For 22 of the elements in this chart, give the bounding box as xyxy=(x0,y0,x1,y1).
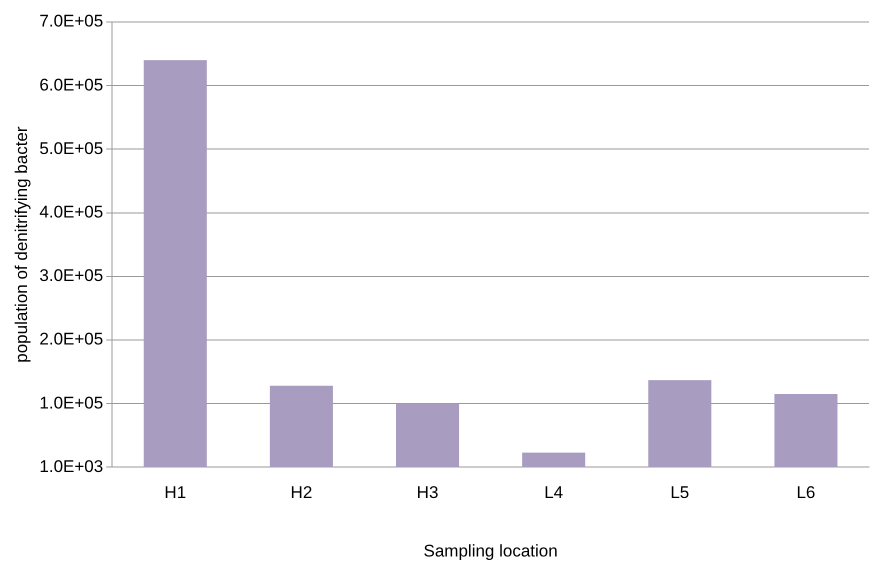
x-tick-label: L6 xyxy=(796,483,816,502)
bar xyxy=(648,380,712,468)
x-tick-label: L4 xyxy=(544,483,564,502)
x-tick-label: H3 xyxy=(416,483,438,502)
y-tick-label: 1.0E+05 xyxy=(39,393,104,412)
y-tick-label: 2.0E+05 xyxy=(39,330,104,349)
bar xyxy=(144,60,207,468)
x-tick-label: L5 xyxy=(670,483,690,502)
y-tick-label: 5.0E+05 xyxy=(39,138,104,158)
x-axis-title: Sampling location xyxy=(424,541,558,560)
x-tick-label: H2 xyxy=(290,483,312,502)
x-tick-label: H1 xyxy=(164,483,186,502)
y-tick-label: 4.0E+05 xyxy=(39,202,104,222)
bar xyxy=(522,452,586,468)
bar xyxy=(396,404,460,468)
y-tick-label: 1.0E+03 xyxy=(39,456,104,476)
y-axis-title: population of denitrifying bacter xyxy=(12,126,31,363)
bar xyxy=(774,394,838,468)
bar xyxy=(270,386,333,468)
y-tick-label: 6.0E+05 xyxy=(39,75,104,94)
y-tick-label: 7.0E+05 xyxy=(39,12,104,31)
y-tick-label: 3.0E+05 xyxy=(39,266,104,286)
